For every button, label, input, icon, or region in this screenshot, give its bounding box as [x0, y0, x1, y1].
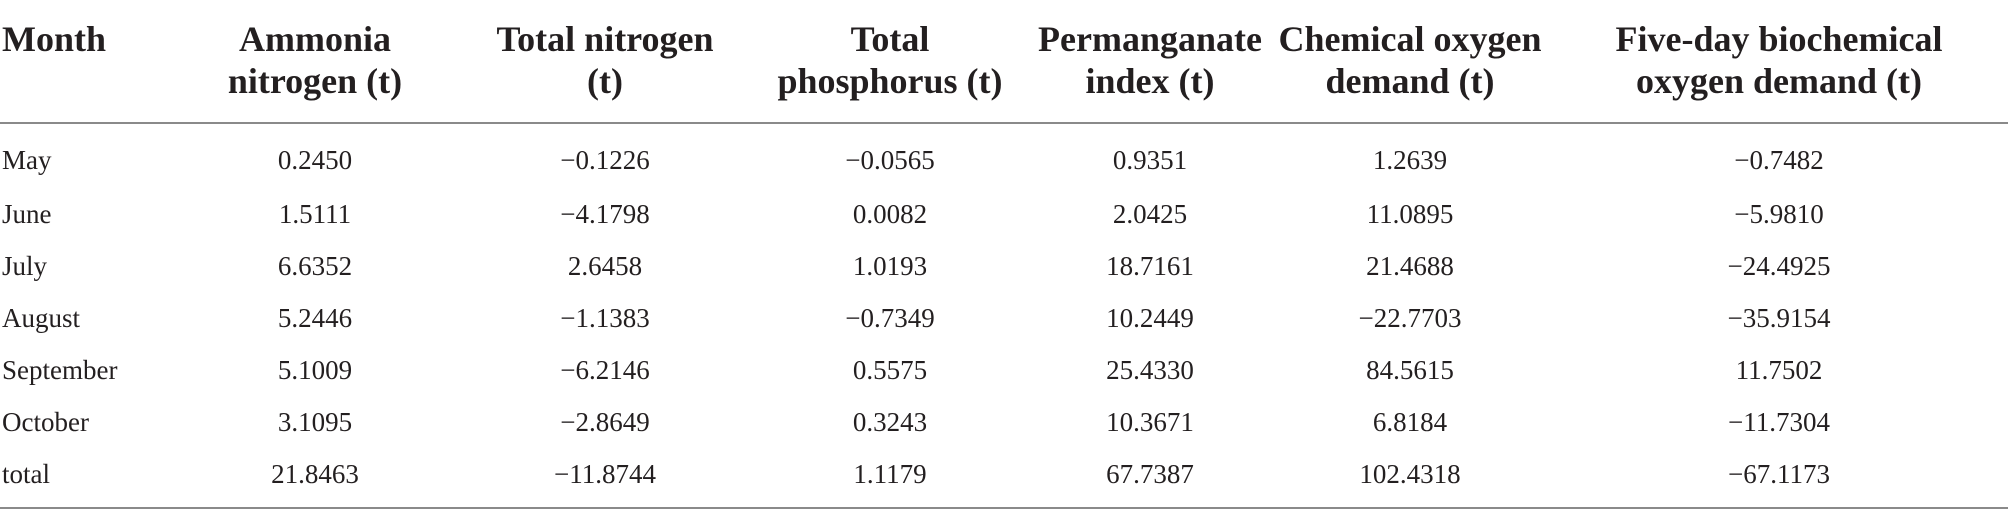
column-header-total-nitrogen: Total nitrogen (t)	[496, 19, 714, 101]
cell-five-day-bod: −5.9810	[1734, 198, 1824, 229]
cell-chemical-oxygen-demand: 1.2639	[1372, 144, 1448, 175]
cell-month: May	[2, 144, 52, 175]
cell-ammonia-nitrogen: 0.2450	[277, 144, 353, 175]
cell-total-nitrogen: −2.8649	[560, 406, 650, 437]
table-row-total: total 21.8463 −11.8744 1.1179 67.7387 10…	[0, 448, 2008, 510]
table-row: May 0.2450 −0.1226 −0.0565 0.9351 1.2639…	[0, 123, 2008, 188]
cell-month: July	[2, 250, 48, 281]
cell-chemical-oxygen-demand: 6.8184	[1372, 406, 1448, 437]
cell-five-day-bod: −24.4925	[1727, 250, 1831, 281]
cell-ammonia-nitrogen: 3.1095	[277, 406, 353, 437]
cell-ammonia-nitrogen: 6.6352	[277, 250, 353, 281]
cell-total-nitrogen: −6.2146	[560, 354, 650, 385]
cell-ammonia-nitrogen: 5.2446	[277, 302, 353, 333]
cell-month: August	[2, 302, 81, 333]
table-row: September 5.1009 −6.2146 0.5575 25.4330 …	[0, 344, 2008, 396]
cell-permanganate-index: 25.4330	[1106, 354, 1194, 385]
column-header-month: Month	[2, 19, 107, 59]
cell-chemical-oxygen-demand: 84.5615	[1366, 354, 1454, 385]
cell-month: September	[2, 354, 118, 385]
table-row: July 6.6352 2.6458 1.0193 18.7161 21.468…	[0, 240, 2008, 292]
cell-total-phosphorus: 0.3243	[852, 406, 928, 437]
data-table: Month Ammonia nitrogen (t) Total nitroge…	[0, 0, 2008, 510]
table-body: May 0.2450 −0.1226 −0.0565 0.9351 1.2639…	[0, 123, 2008, 510]
cell-month: total	[2, 458, 50, 489]
table-header: Month Ammonia nitrogen (t) Total nitroge…	[0, 0, 2008, 123]
cell-permanganate-index: 10.2449	[1106, 302, 1194, 333]
cell-total-nitrogen: −11.8744	[554, 458, 656, 489]
table-row: June 1.5111 −4.1798 0.0082 2.0425 11.089…	[0, 188, 2008, 240]
cell-total-nitrogen: −4.1798	[560, 198, 650, 229]
data-table-container: Month Ammonia nitrogen (t) Total nitroge…	[0, 0, 2008, 510]
cell-total-phosphorus: 1.1179	[853, 458, 927, 489]
cell-ammonia-nitrogen: 5.1009	[277, 354, 353, 385]
cell-permanganate-index: 10.3671	[1106, 406, 1194, 437]
column-header-total-phosphorus: Total phosphorus (t)	[777, 19, 1003, 101]
column-header-permanganate-index: Permanganate index (t)	[1038, 19, 1262, 101]
table-row: August 5.2446 −1.1383 −0.7349 10.2449 −2…	[0, 292, 2008, 344]
cell-month: June	[2, 198, 52, 229]
cell-total-nitrogen: 2.6458	[567, 250, 643, 281]
cell-chemical-oxygen-demand: 21.4688	[1366, 250, 1454, 281]
cell-total-nitrogen: −1.1383	[560, 302, 650, 333]
cell-five-day-bod: −35.9154	[1727, 302, 1831, 333]
cell-total-phosphorus: −0.0565	[845, 144, 935, 175]
cell-ammonia-nitrogen: 1.5111	[278, 198, 352, 229]
cell-chemical-oxygen-demand: −22.7703	[1358, 302, 1462, 333]
cell-five-day-bod: 11.7502	[1735, 354, 1823, 385]
header-row: Month Ammonia nitrogen (t) Total nitroge…	[0, 0, 2008, 123]
cell-month: October	[2, 406, 89, 437]
column-header-five-day-bod: Five-day biochemical oxygen demand (t)	[1615, 19, 1943, 101]
cell-chemical-oxygen-demand: 11.0895	[1366, 198, 1454, 229]
cell-five-day-bod: −67.1173	[1728, 458, 1830, 489]
cell-total-phosphorus: 0.5575	[852, 354, 928, 385]
cell-ammonia-nitrogen: 21.8463	[271, 458, 359, 489]
table-row: October 3.1095 −2.8649 0.3243 10.3671 6.…	[0, 396, 2008, 448]
cell-five-day-bod: −11.7304	[1728, 406, 1830, 437]
table-bottom-rule	[0, 507, 2008, 509]
cell-total-phosphorus: 1.0193	[852, 250, 928, 281]
cell-total-phosphorus: −0.7349	[845, 302, 935, 333]
cell-total-nitrogen: −0.1226	[560, 144, 650, 175]
column-header-chemical-oxygen-demand: Chemical oxygen demand (t)	[1278, 19, 1542, 101]
cell-permanganate-index: 2.0425	[1112, 198, 1188, 229]
cell-permanganate-index: 67.7387	[1106, 458, 1194, 489]
cell-permanganate-index: 18.7161	[1106, 250, 1194, 281]
cell-chemical-oxygen-demand: 102.4318	[1359, 458, 1461, 489]
cell-five-day-bod: −0.7482	[1734, 144, 1824, 175]
column-header-ammonia-nitrogen: Ammonia nitrogen (t)	[227, 19, 403, 101]
cell-total-phosphorus: 0.0082	[852, 198, 928, 229]
cell-permanganate-index: 0.9351	[1112, 144, 1188, 175]
